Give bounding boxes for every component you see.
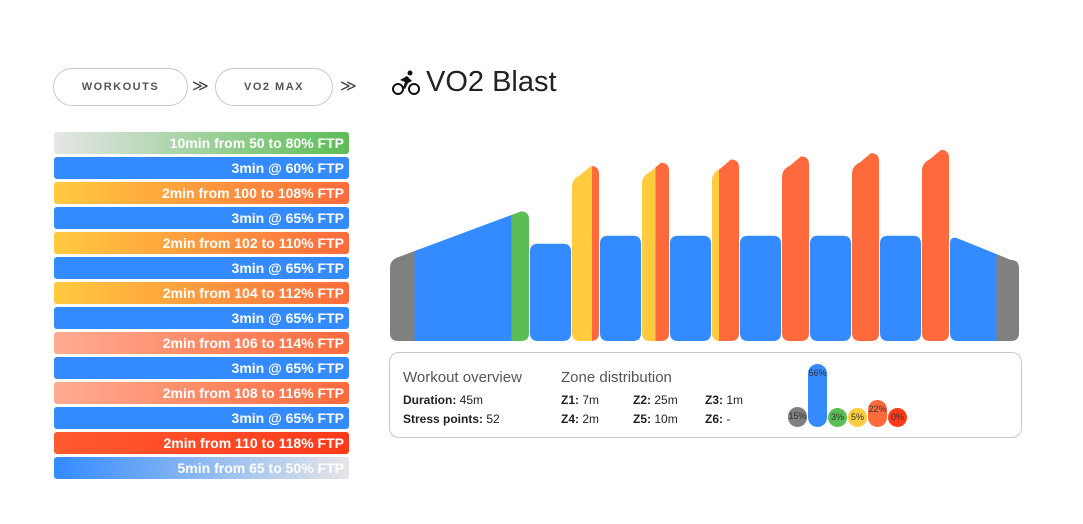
- breadcrumb-separator: ≫: [192, 78, 209, 95]
- interval-bar[interactable]: [572, 166, 599, 341]
- interval-bar[interactable]: [852, 153, 879, 341]
- zone-time: Z3: 1m: [705, 393, 743, 407]
- duration-label: Duration:: [403, 393, 457, 407]
- interval-row[interactable]: 2min from 102 to 110% FTP: [54, 232, 349, 254]
- interval-bar[interactable]: [530, 243, 571, 341]
- zone-label: Z2:: [633, 393, 651, 407]
- zone-value: 10m: [654, 412, 678, 426]
- zone-label: Z3:: [705, 393, 723, 407]
- interval-bar[interactable]: [782, 156, 809, 341]
- interval-row[interactable]: 5min from 65 to 50% FTP: [54, 457, 349, 479]
- zone-label: Z4:: [561, 412, 579, 426]
- duration-value: 45m: [459, 393, 484, 407]
- interval-bar[interactable]: [950, 237, 1019, 341]
- interval-row[interactable]: 10min from 50 to 80% FTP: [54, 132, 349, 154]
- zone-title: Zone distribution: [561, 369, 672, 386]
- interval-row[interactable]: 3min @ 60% FTP: [54, 157, 349, 179]
- interval-bar[interactable]: [810, 235, 851, 341]
- interval-bar[interactable]: [880, 235, 921, 341]
- interval-row[interactable]: 3min @ 65% FTP: [54, 357, 349, 379]
- interval-bar[interactable]: [670, 235, 711, 341]
- interval-bar[interactable]: [600, 235, 641, 341]
- zone-label: Z5:: [633, 412, 651, 426]
- zone-time: Z5: 10m: [633, 412, 678, 426]
- interval-row[interactable]: 2min from 108 to 116% FTP: [54, 382, 349, 404]
- interval-bar[interactable]: [390, 211, 529, 341]
- interval-row[interactable]: 3min @ 65% FTP: [54, 407, 349, 429]
- interval-row[interactable]: 2min from 100 to 108% FTP: [54, 182, 349, 204]
- zone-time: Z2: 25m: [633, 393, 678, 407]
- interval-row[interactable]: 2min from 106 to 114% FTP: [54, 332, 349, 354]
- zone-time: Z6: -: [705, 412, 730, 426]
- zone-value: 25m: [654, 393, 678, 407]
- interval-row[interactable]: 2min from 104 to 112% FTP: [54, 282, 349, 304]
- zone-distribution-bar: 3%: [828, 408, 847, 427]
- cyclist-icon: [392, 70, 420, 95]
- zone-label: Z6:: [705, 412, 723, 426]
- overview-title: Workout overview: [403, 369, 522, 386]
- zone-label: Z1:: [561, 393, 579, 407]
- interval-bar[interactable]: [642, 162, 669, 341]
- zone-distribution-bar: 0%: [888, 408, 907, 427]
- zone-value: -: [726, 412, 731, 426]
- zone-value: 1m: [726, 393, 744, 407]
- interval-bar[interactable]: [740, 235, 781, 341]
- stress-label: Stress points:: [403, 412, 484, 426]
- zone-distribution-bar: 15%: [788, 407, 807, 427]
- zone-value: 7m: [582, 393, 600, 407]
- interval-row[interactable]: 2min from 110 to 118% FTP: [54, 432, 349, 454]
- workout-title: VO2 Blast: [426, 66, 557, 98]
- interval-row[interactable]: 3min @ 65% FTP: [54, 207, 349, 229]
- zone-time: Z1: 7m: [561, 393, 599, 407]
- workout-overview-panel: Workout overview Duration: 45m Stress po…: [389, 352, 1022, 438]
- zone-value: 2m: [582, 412, 600, 426]
- breadcrumb-workouts[interactable]: WORKOUTS: [53, 68, 188, 106]
- zone-time: Z4: 2m: [561, 412, 599, 426]
- page-title: VO2 Blast: [392, 66, 557, 99]
- interval-row[interactable]: 3min @ 65% FTP: [54, 257, 349, 279]
- interval-row[interactable]: 3min @ 65% FTP: [54, 307, 349, 329]
- interval-bar[interactable]: [922, 149, 949, 341]
- stress-value: 52: [486, 412, 500, 426]
- breadcrumb-vo2max[interactable]: VO2 MAX: [215, 68, 333, 106]
- zone-distribution-bar: 5%: [848, 408, 867, 427]
- zone-distribution-bar: 22%: [868, 399, 887, 427]
- interval-bar[interactable]: [712, 159, 739, 341]
- zone-distribution-bar: 56%: [808, 364, 827, 427]
- breadcrumb-separator: ≫: [340, 78, 357, 95]
